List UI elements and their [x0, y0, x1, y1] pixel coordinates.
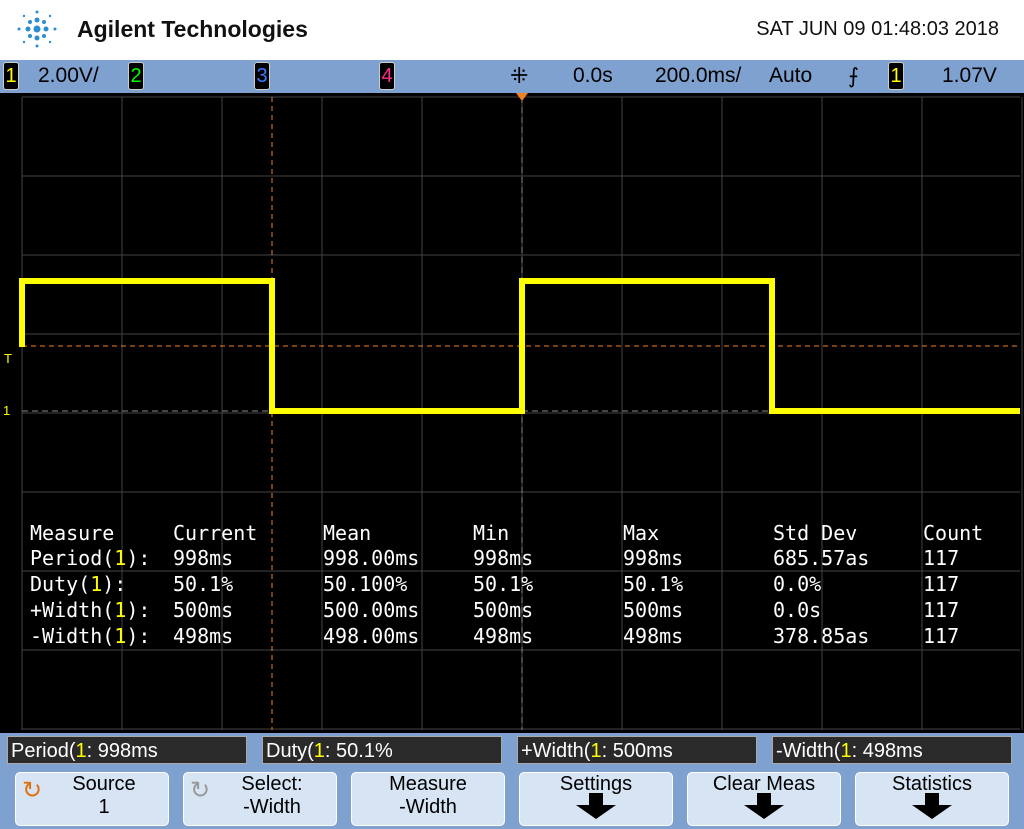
stat-header: Measure: [30, 521, 115, 545]
stat-cell: 998ms: [173, 546, 234, 570]
softkey-label: Settings: [559, 773, 633, 795]
stat-cell: 500ms: [623, 598, 684, 622]
stat-cell: 117: [923, 572, 960, 596]
softkey-label: Statistics: [891, 773, 973, 795]
datetime: SAT JUN 09 01:48:03 2018: [756, 18, 999, 40]
stat-cell: 498ms: [623, 624, 684, 648]
stat-cell: 500ms: [473, 598, 534, 622]
stat-cell: 998.00ms: [323, 546, 420, 570]
softkey-clear-meas[interactable]: Clear Meas: [687, 772, 841, 826]
agilent-logo-icon: [17, 10, 57, 48]
softkey-source[interactable]: ↻ Source 1: [15, 772, 169, 826]
ch1-ground-marker: 1: [3, 403, 11, 418]
stat-cell: 498ms: [473, 624, 534, 648]
trigger-position-marker: [516, 93, 528, 101]
stat-cell: 117: [923, 546, 960, 570]
stat-header: Min: [473, 521, 510, 545]
channel-1-badge[interactable]: 1: [3, 62, 19, 90]
stat-header: Max: [623, 521, 660, 545]
stat-header: Std Dev: [773, 521, 858, 545]
graticule: [19, 93, 1023, 730]
stat-cell: 117: [923, 624, 960, 648]
stat-cell: 50.1%: [623, 572, 684, 596]
softkey-value: 1: [98, 796, 110, 818]
softkey-value: -Width: [243, 796, 301, 818]
rising-edge-icon: ⨍: [848, 65, 859, 88]
softkey-label: Measure: [389, 773, 467, 795]
trigger-level: 1.07V: [942, 64, 997, 87]
time-offset: 0.0s: [573, 64, 613, 87]
channel-4-badge[interactable]: 4: [379, 62, 395, 90]
stat-cell: 998ms: [473, 546, 534, 570]
trigger-source-badge: 1: [888, 62, 904, 90]
stat-header: Count: [923, 521, 984, 545]
stat-header: Mean: [323, 521, 372, 545]
stat-cell: 0.0s: [773, 598, 822, 622]
header: Agilent Technologies SAT JUN 09 01:48:03…: [0, 0, 1024, 60]
stat-cell: 0.0%: [773, 572, 822, 596]
stat-row-label: +Width(1):: [30, 598, 151, 622]
channel-2-badge[interactable]: 2: [128, 62, 144, 90]
down-arrow-icon: [744, 793, 784, 819]
measurement-readout: Duty(1: 50.1%: [262, 736, 502, 764]
stat-row-label: -Width(1):: [30, 624, 151, 648]
measurement-readout: +Width(1: 500ms: [517, 736, 757, 764]
statistics-table: Measure Current Mean Min Max Std Dev Count Peri…: [0, 93, 1024, 733]
stat-cell: 500ms: [173, 598, 234, 622]
stat-cell: 500.00ms: [323, 598, 420, 622]
softkey-label: Source: [72, 773, 136, 795]
softkey-area: Period(1: 998ms Duty(1: 50.1% +Width(1: 50…: [0, 733, 1024, 829]
measurement-readout: Period(1: 998ms: [7, 736, 247, 764]
stat-cell: 117: [923, 598, 960, 622]
stat-cell: 50.1%: [473, 572, 534, 596]
softkey-measure[interactable]: Measure -Width: [351, 772, 505, 826]
rotate-knob-icon: ↻: [190, 777, 211, 804]
trigger-mode: Auto: [769, 64, 813, 87]
stat-row-label: Period(1):: [30, 546, 151, 570]
stat-cell: 998ms: [623, 546, 684, 570]
softkey-value: -Width: [399, 796, 457, 818]
stat-cell: 50.1%: [173, 572, 234, 596]
stat-row-label: Duty(1):: [30, 572, 127, 596]
down-arrow-icon: [912, 793, 952, 819]
stat-header: Current: [173, 521, 258, 545]
status-bar: 1 2.00V/ 2 3 4 ⁜ 0.0s 200.0ms/ Auto ⨍ 1 …: [0, 60, 1024, 93]
stat-cell: 378.85as: [773, 624, 870, 648]
softkey-statistics[interactable]: Statistics: [855, 772, 1009, 826]
measurement-readout: -Width(1: 498ms: [772, 736, 1012, 764]
trigger-level-marker: T: [4, 351, 12, 366]
softkey-label: Select:: [241, 773, 303, 795]
down-arrow-icon: [576, 793, 616, 819]
softkey-label: Clear Meas: [712, 773, 816, 795]
softkey-select[interactable]: ↻ Select: -Width: [183, 772, 337, 826]
ch1-waveform: [19, 278, 1020, 414]
stat-cell: 50.100%: [323, 572, 408, 596]
brand-name: Agilent Technologies: [77, 16, 308, 42]
run-status-icon: ⁜: [510, 63, 529, 88]
stat-cell: 498ms: [173, 624, 234, 648]
stat-cell: 498.00ms: [323, 624, 420, 648]
waveform-display[interactable]: T 1 Measure Current Mean Min Max Std Dev Count…: [0, 93, 1024, 733]
channel-3-badge[interactable]: 3: [254, 62, 270, 90]
softkey-settings[interactable]: Settings: [519, 772, 673, 826]
time-scale: 200.0ms/: [655, 64, 742, 87]
ch1-scale: 2.00V/: [38, 64, 99, 87]
stat-cell: 685.57as: [773, 546, 870, 570]
rotate-knob-icon: ↻: [22, 777, 43, 804]
